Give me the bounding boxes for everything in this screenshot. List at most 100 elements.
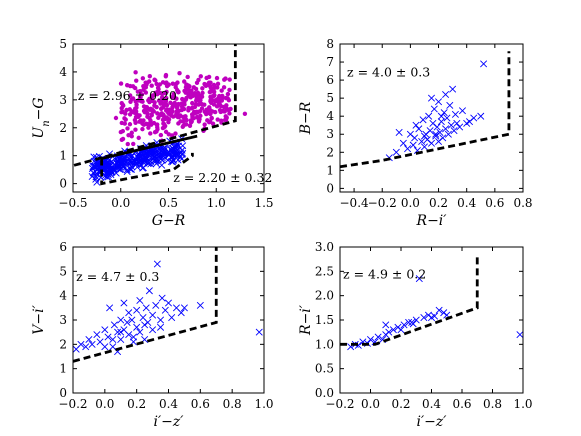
y-tick-label: 1 — [326, 163, 334, 177]
data-point — [194, 109, 199, 115]
data-point — [174, 111, 179, 117]
x-tick-label: 0.4 — [159, 397, 178, 411]
data-point — [93, 178, 101, 186]
selection-boundary-solid — [101, 134, 198, 160]
data-point — [177, 309, 185, 317]
data-point — [227, 87, 232, 93]
data-point — [126, 165, 134, 173]
data-point — [128, 316, 136, 324]
data-point — [175, 103, 180, 108]
data-point — [255, 328, 263, 336]
data-point — [188, 118, 194, 123]
data-point — [219, 88, 224, 93]
selection-boundary-dashed — [73, 247, 218, 363]
data-point — [449, 85, 457, 93]
data-point — [453, 119, 461, 127]
y-axis-label: V−i′ — [31, 304, 47, 334]
data-point — [207, 89, 213, 95]
y-tick-label: 3 — [326, 127, 334, 141]
x-tick-label: 0.2 — [127, 397, 146, 411]
y-tick-label: 1 — [59, 149, 67, 163]
data-point — [156, 98, 162, 103]
panel-3: −0.2 0.0 0.2 0.4 0.6 0.8 1.0 0 1 2 3 4 5 6 z = 4.7 ± 0… — [31, 240, 274, 430]
data-point — [439, 134, 447, 142]
y-tick-label: 4 — [59, 289, 67, 303]
data-point — [177, 71, 182, 76]
y-tick-label: 5 — [59, 37, 67, 51]
data-point — [168, 100, 173, 105]
data-point — [77, 340, 85, 348]
data-point — [181, 122, 187, 128]
data-point — [212, 109, 218, 115]
data-point — [159, 106, 164, 111]
data-point — [85, 335, 93, 343]
data-point — [208, 109, 214, 115]
data-point — [130, 84, 136, 89]
x-tick-label: 0.6 — [452, 397, 471, 411]
y-tick-label: 4 — [59, 65, 67, 79]
redshift-annotation: z = 4.0 ± 0.3 — [347, 64, 430, 79]
data-point — [149, 122, 154, 127]
data-point — [176, 108, 181, 114]
data-point — [215, 117, 220, 122]
x-tick-label: 0.0 — [361, 397, 380, 411]
data-point — [136, 158, 144, 166]
x-tick-label: 0.8 — [513, 196, 532, 210]
data-point — [225, 91, 231, 97]
data-point — [385, 328, 393, 336]
data-point — [374, 333, 382, 341]
data-point — [131, 141, 136, 147]
y-tick-label: 2.0 — [315, 289, 334, 303]
data-point — [136, 135, 141, 141]
data-point — [187, 123, 193, 128]
data-point — [136, 328, 144, 336]
data-point — [150, 93, 156, 98]
data-point — [161, 306, 169, 314]
data-point — [148, 131, 153, 136]
y-tick-label: 1.0 — [315, 337, 334, 351]
axes-frame — [339, 43, 524, 193]
data-point — [199, 94, 205, 99]
data-point — [152, 157, 160, 165]
y-tick-label: 4 — [326, 109, 334, 123]
data-point — [223, 114, 228, 119]
data-point — [140, 121, 145, 126]
data-point — [195, 90, 201, 95]
x-tick-label: 1.0 — [513, 397, 532, 411]
data-point — [162, 90, 168, 96]
data-point — [382, 321, 390, 329]
data-point — [470, 114, 478, 122]
data-point — [166, 132, 172, 137]
data-point — [427, 94, 436, 102]
data-point — [127, 122, 133, 127]
y-tick-label: 3 — [59, 313, 67, 327]
x-axis-label: G−R — [152, 213, 186, 229]
data-point — [129, 109, 135, 114]
data-point — [186, 91, 191, 96]
data-point — [140, 155, 148, 163]
data-point — [161, 121, 166, 126]
data-point — [180, 304, 188, 312]
data-point — [210, 94, 215, 99]
data-point — [411, 134, 419, 142]
data-point — [110, 321, 118, 329]
data-point — [193, 102, 198, 107]
y-tick-label: 3 — [59, 93, 67, 107]
data-point — [133, 99, 138, 104]
data-point — [220, 95, 225, 100]
data-point — [197, 98, 203, 104]
data-point — [149, 311, 157, 319]
y-tick-label: 0 — [326, 181, 334, 195]
data-point — [93, 331, 101, 339]
data-point — [431, 312, 439, 320]
y-tick-label: 2 — [59, 337, 67, 351]
data-point — [186, 108, 191, 113]
data-point — [227, 77, 232, 82]
y-axis-label: B−R — [298, 101, 314, 135]
data-point — [405, 318, 413, 326]
data-point — [104, 333, 112, 341]
data-point — [223, 95, 229, 101]
data-point — [444, 130, 452, 138]
data-point — [88, 340, 96, 348]
